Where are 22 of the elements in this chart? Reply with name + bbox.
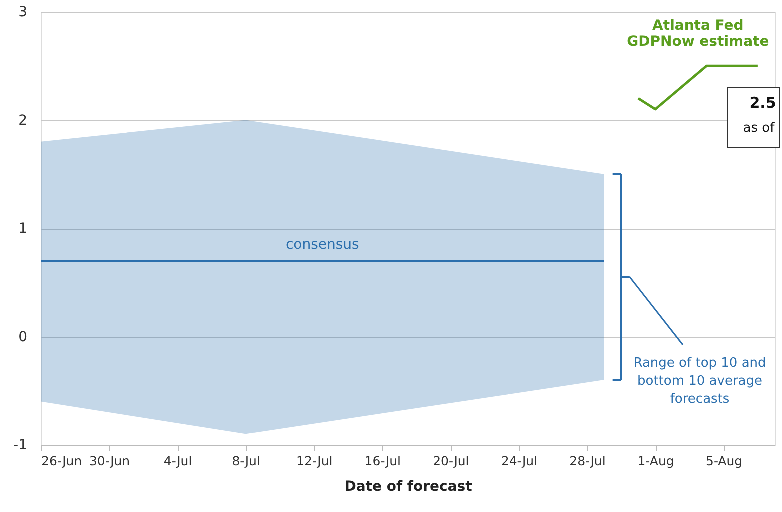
- y-tick-label: 3: [18, 4, 28, 20]
- x-tick-label: 4-Jul: [164, 454, 192, 468]
- y-tick-label: 1: [18, 221, 28, 237]
- y-tick-label: 2: [18, 112, 28, 129]
- x-axis-title: Date of forecast: [344, 479, 473, 495]
- x-tick-label: 28-Jul: [570, 454, 606, 468]
- x-tick-label: 5-Aug: [706, 454, 743, 468]
- x-tick-label: 26-Jun: [42, 454, 82, 468]
- annotation: 2.5: [750, 94, 776, 112]
- x-tick-label: 12-Jul: [296, 454, 333, 468]
- x-tick-label: 30-Jun: [89, 454, 130, 468]
- series-label: consensus: [286, 236, 360, 253]
- annotation: Range of top 10 and bottom 10 average forecasts: [634, 356, 766, 407]
- y-tick-label: -1: [14, 438, 28, 454]
- series-label: Atlanta Fed GDPNow estimate: [627, 18, 770, 50]
- x-tick-label: 16-Jul: [364, 454, 401, 468]
- x-tick-label: 20-Jul: [433, 454, 470, 468]
- annotation: as of: [743, 121, 776, 136]
- x-tick-label: 8-Jul: [232, 454, 260, 468]
- x-tick-label: 1-Aug: [638, 454, 674, 468]
- x-tick-label: 24-Jul: [501, 454, 538, 468]
- y-tick-label: 0: [18, 329, 28, 346]
